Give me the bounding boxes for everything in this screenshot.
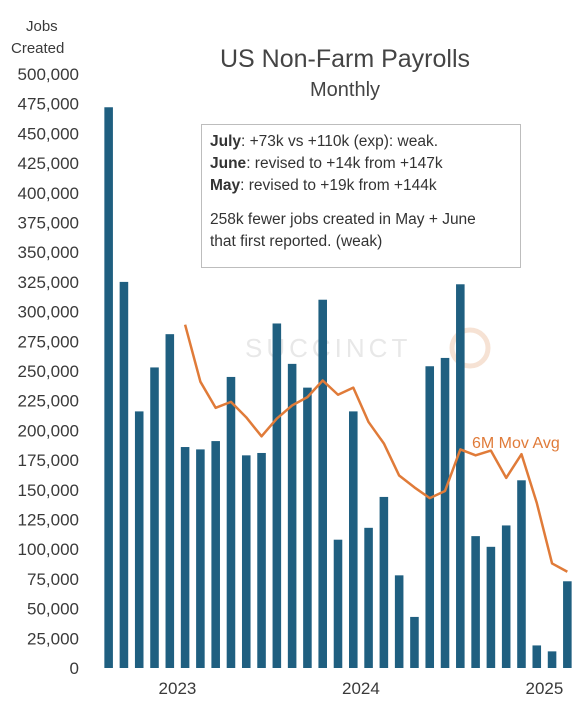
annotation-box: July: +73k vs +110k (exp): weak. June: r…: [201, 124, 521, 268]
bar: [303, 387, 312, 668]
y-tick-label: 25,000: [27, 629, 79, 648]
bar: [150, 367, 159, 668]
y-tick-label: 500,000: [18, 65, 79, 84]
bar: [226, 376, 236, 668]
annotation-paragraph-line-1: 258k fewer jobs created in May + June: [210, 211, 476, 228]
bar: [318, 299, 327, 668]
bar: [486, 546, 496, 668]
bar: [119, 281, 129, 668]
x-axis-year-labels: 2023 2024 2025: [159, 679, 564, 698]
bar: [211, 441, 220, 668]
chart-title: US Non-Farm Payrolls: [220, 45, 470, 73]
bar: [333, 539, 343, 668]
y-tick-label: 200,000: [18, 421, 79, 440]
bar: [349, 411, 358, 668]
bar: [257, 452, 266, 668]
y-tick-label: 375,000: [18, 214, 79, 233]
x-year-label: 2024: [342, 679, 380, 698]
y-tick-label: 150,000: [18, 481, 79, 500]
watermark-text: SUCCINCT: [245, 333, 411, 363]
chart-subtitle: Monthly: [310, 79, 380, 101]
bar: [134, 411, 144, 668]
annotation-line-july: July: +73k vs +110k (exp): weak.: [210, 131, 512, 153]
moving-average-line: [183, 324, 568, 573]
y-tick-label: 275,000: [18, 332, 79, 351]
y-tick-label: 425,000: [18, 154, 79, 173]
annotation-text: : +73k vs +110k (exp): weak.: [241, 133, 439, 150]
annotation-month: May: [210, 177, 241, 194]
y-tick-label: 75,000: [27, 570, 79, 589]
bar: [440, 357, 450, 668]
bar: [180, 447, 190, 668]
bar: [379, 496, 389, 668]
bar: [241, 455, 251, 668]
y-axis-label-line-1: Jobs: [26, 18, 58, 35]
moving-average-series: [183, 324, 568, 573]
x-year-label: 2025: [526, 679, 564, 698]
watermark-logo-icon: [449, 327, 491, 369]
y-tick-label: 0: [70, 659, 79, 678]
bar: [272, 323, 282, 668]
annotation-month: July: [210, 133, 242, 150]
bar: [410, 616, 419, 668]
y-tick-label: 100,000: [18, 540, 79, 559]
annotation-text: : revised to +14k from +147k: [246, 155, 443, 172]
y-tick-label: 300,000: [18, 303, 79, 322]
bar: [532, 645, 542, 668]
bar: [287, 363, 297, 668]
bar: [425, 366, 435, 668]
bar: [394, 575, 404, 668]
bar: [517, 480, 526, 668]
bar: [104, 107, 113, 668]
annotation-line-june: June: revised to +14k from +147k: [210, 153, 512, 175]
bar: [471, 536, 480, 668]
bar: [501, 525, 511, 668]
annotation-paragraph-line-2: that first reported. (weak): [210, 233, 383, 250]
bar: [563, 581, 572, 668]
y-tick-label: 450,000: [18, 124, 79, 143]
y-tick-label: 475,000: [18, 95, 79, 114]
bar: [196, 449, 205, 668]
x-year-label: 2023: [159, 679, 197, 698]
y-axis-ticks: 0 25,000 50,000 75,000 100,000 125,000 150,000…: [18, 65, 79, 678]
y-tick-label: 250,000: [18, 362, 79, 381]
moving-average-label: 6M Mov Avg: [472, 435, 560, 452]
bar: [547, 651, 557, 668]
y-tick-label: 50,000: [27, 600, 79, 619]
y-tick-label: 325,000: [18, 273, 79, 292]
bar: [165, 334, 175, 668]
y-axis-label-line-2: Created: [11, 40, 64, 57]
bar: [456, 284, 465, 668]
annotation-month: June: [210, 155, 247, 172]
annotation-text: : revised to +19k from +144k: [240, 177, 437, 194]
y-tick-label: 400,000: [18, 184, 79, 203]
bar: [364, 527, 373, 668]
bar-series: [104, 107, 572, 668]
y-tick-label: 225,000: [18, 392, 79, 411]
annotation-line-may: May: revised to +19k from +144k: [210, 175, 512, 197]
y-tick-label: 350,000: [18, 243, 79, 262]
y-tick-label: 175,000: [18, 451, 79, 470]
y-tick-label: 125,000: [18, 511, 79, 530]
